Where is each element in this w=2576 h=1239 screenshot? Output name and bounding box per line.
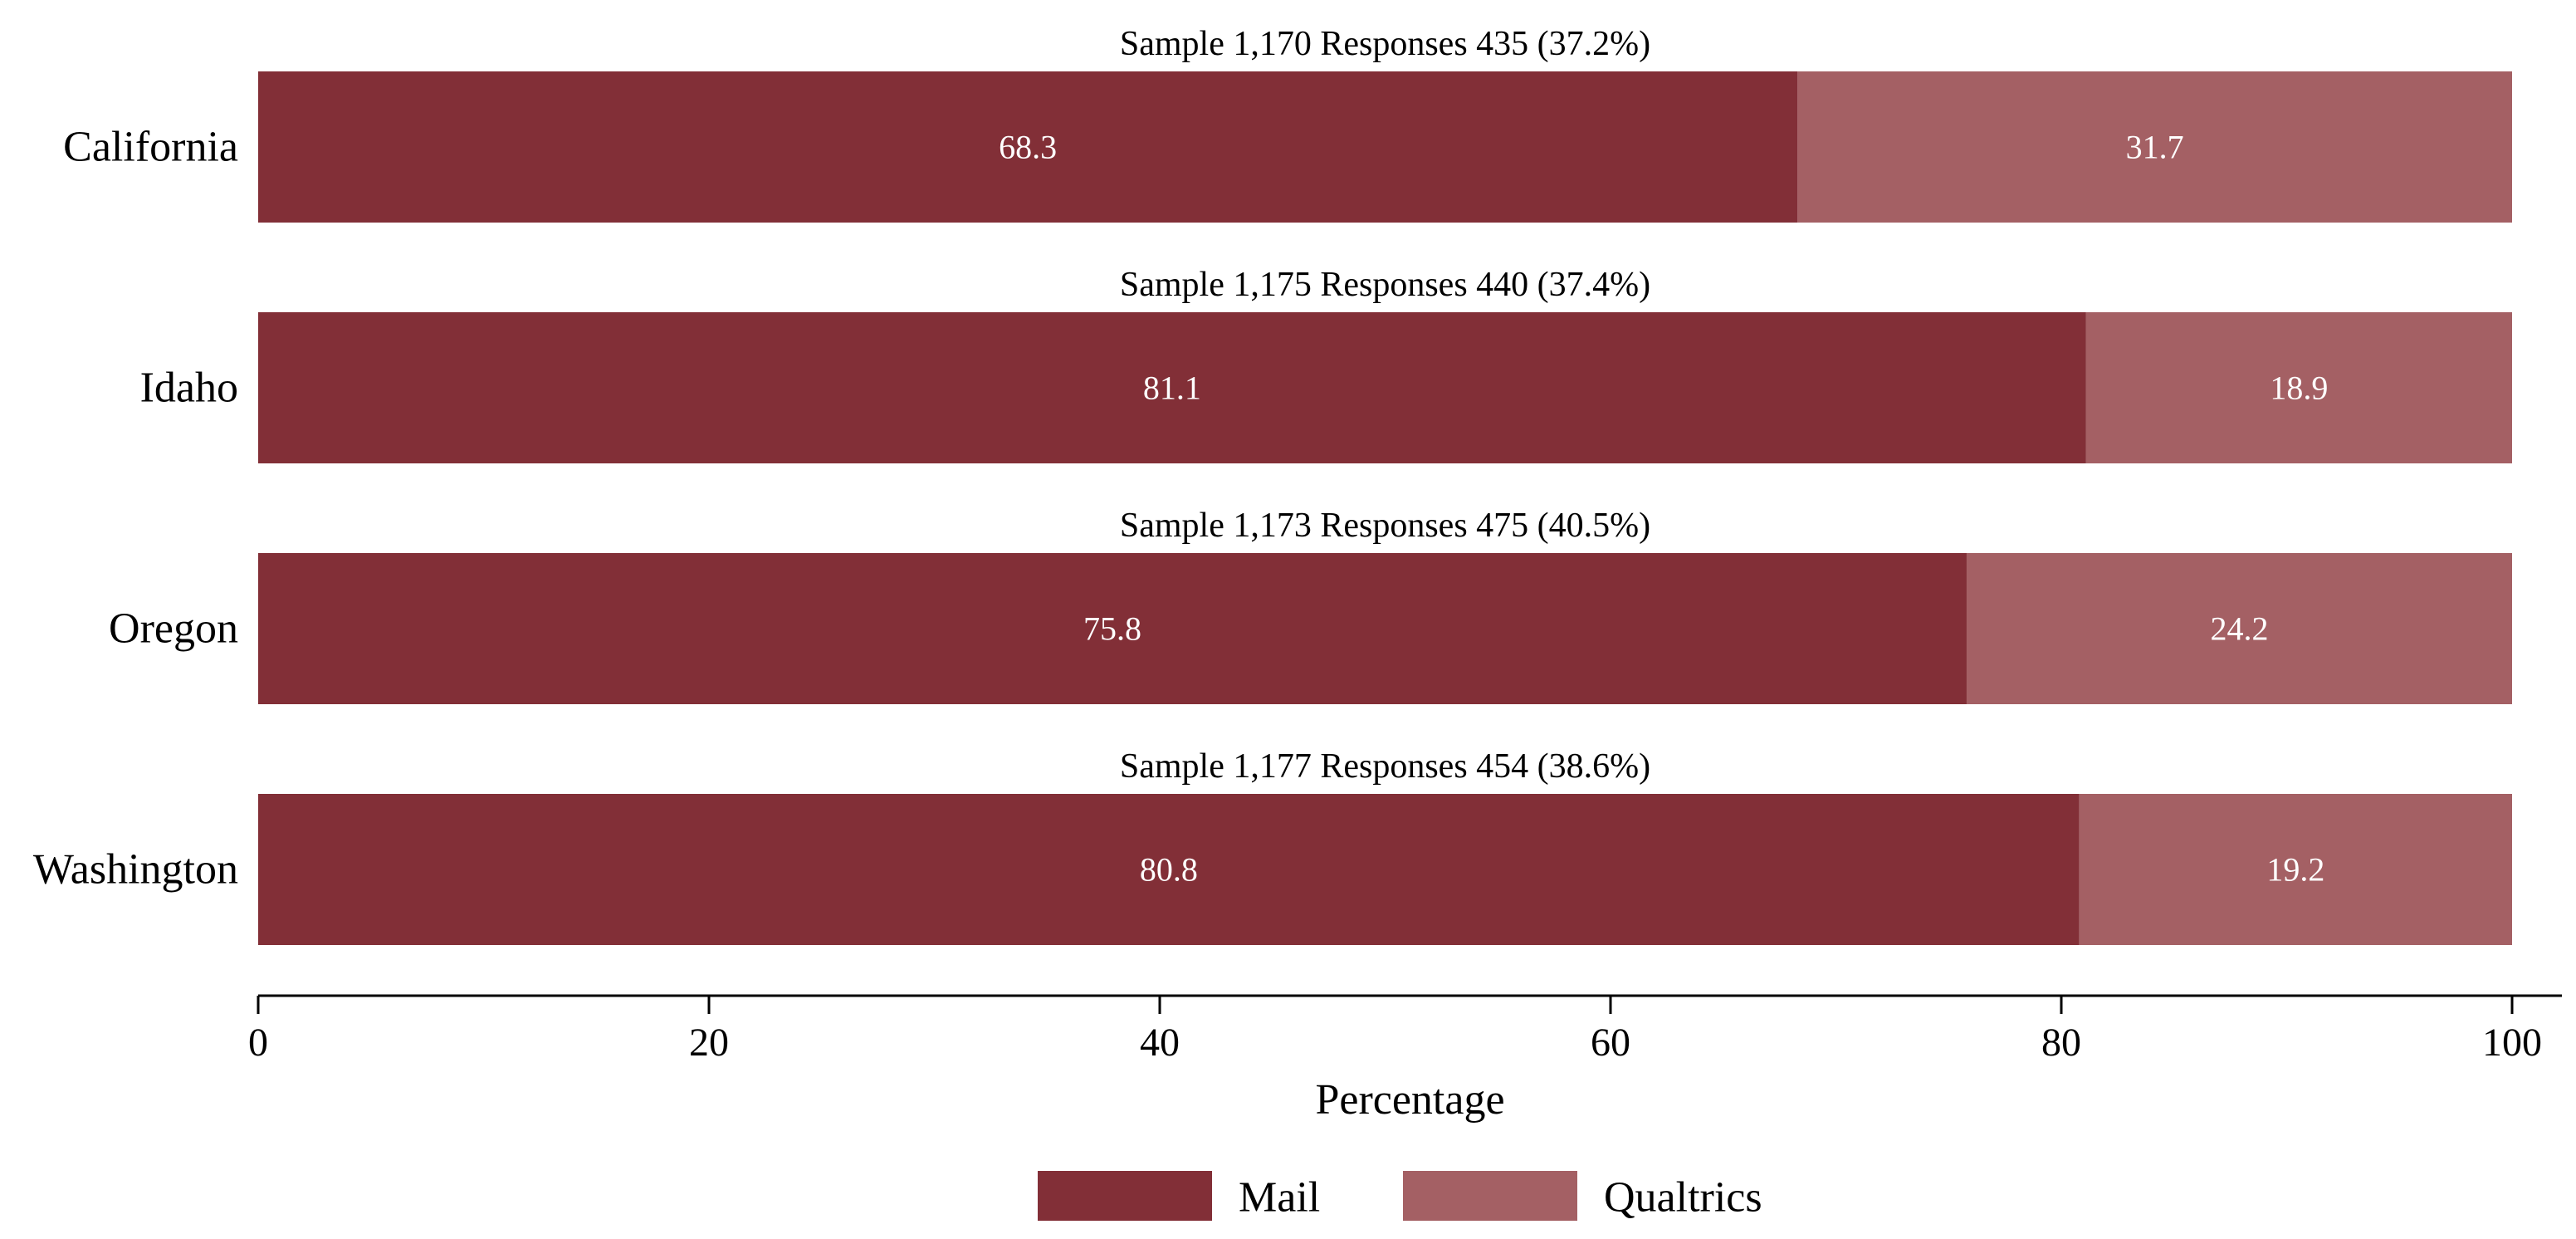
legend-label: Qualtrics xyxy=(1604,1174,1762,1222)
x-tick-label: 40 xyxy=(1140,1021,1180,1065)
x-tick-label: 60 xyxy=(1591,1021,1630,1065)
legend-label: Mail xyxy=(1239,1174,1320,1222)
data-label: 19.2 xyxy=(2266,851,2324,889)
legend-swatch-mail xyxy=(1038,1171,1212,1221)
x-tick-label: 0 xyxy=(248,1021,268,1065)
bar-segment-qualtrics xyxy=(2085,312,2512,463)
bar-segment-mail xyxy=(258,71,1798,223)
legend-swatch-qualtrics xyxy=(1403,1171,1577,1221)
category-label: Oregon xyxy=(109,605,238,653)
data-label: 80.8 xyxy=(1140,851,1198,889)
bar-segment-mail xyxy=(258,794,2080,945)
x-tick-label: 20 xyxy=(689,1021,729,1065)
bar-segment-qualtrics xyxy=(1797,71,2512,223)
x-axis: 0 20 40 60 80 100 Percentage xyxy=(248,994,2562,1124)
category-label: California xyxy=(63,124,238,171)
data-label: 31.7 xyxy=(2126,129,2184,166)
data-label: 75.8 xyxy=(1083,610,1141,648)
x-axis-title: Percentage xyxy=(1315,1076,1504,1124)
data-label: 81.1 xyxy=(1143,370,1201,407)
legend: Mail Qualtrics xyxy=(1038,1171,1762,1222)
data-label: 68.3 xyxy=(999,129,1057,166)
bar-annotations: Sample 1,170 Responses 435 (37.2%) Sample… xyxy=(1120,25,1650,786)
data-label: 24.2 xyxy=(2210,610,2268,648)
data-label: 18.9 xyxy=(2270,370,2328,407)
bar-segment-mail xyxy=(258,553,1967,704)
x-tick-label: 100 xyxy=(2482,1021,2542,1065)
bar-annotation: Sample 1,175 Responses 440 (37.4%) xyxy=(1120,266,1650,304)
bar-annotation: Sample 1,177 Responses 454 (38.6%) xyxy=(1120,747,1650,786)
bar-segment-qualtrics xyxy=(2079,794,2512,945)
category-label: Idaho xyxy=(140,365,238,412)
bars: 68.3 31.7 81.1 18.9 75.8 24.2 80.8 19.2 xyxy=(258,71,2512,945)
category-labels: California Idaho Oregon Washington xyxy=(33,124,238,894)
x-tick-label: 80 xyxy=(2041,1021,2081,1065)
bar-segment-mail xyxy=(258,312,2086,463)
bar-segment-qualtrics xyxy=(1966,553,2512,704)
bar-annotation: Sample 1,173 Responses 475 (40.5%) xyxy=(1120,507,1650,545)
bar-annotation: Sample 1,170 Responses 435 (37.2%) xyxy=(1120,25,1650,63)
category-label: Washington xyxy=(33,846,238,894)
